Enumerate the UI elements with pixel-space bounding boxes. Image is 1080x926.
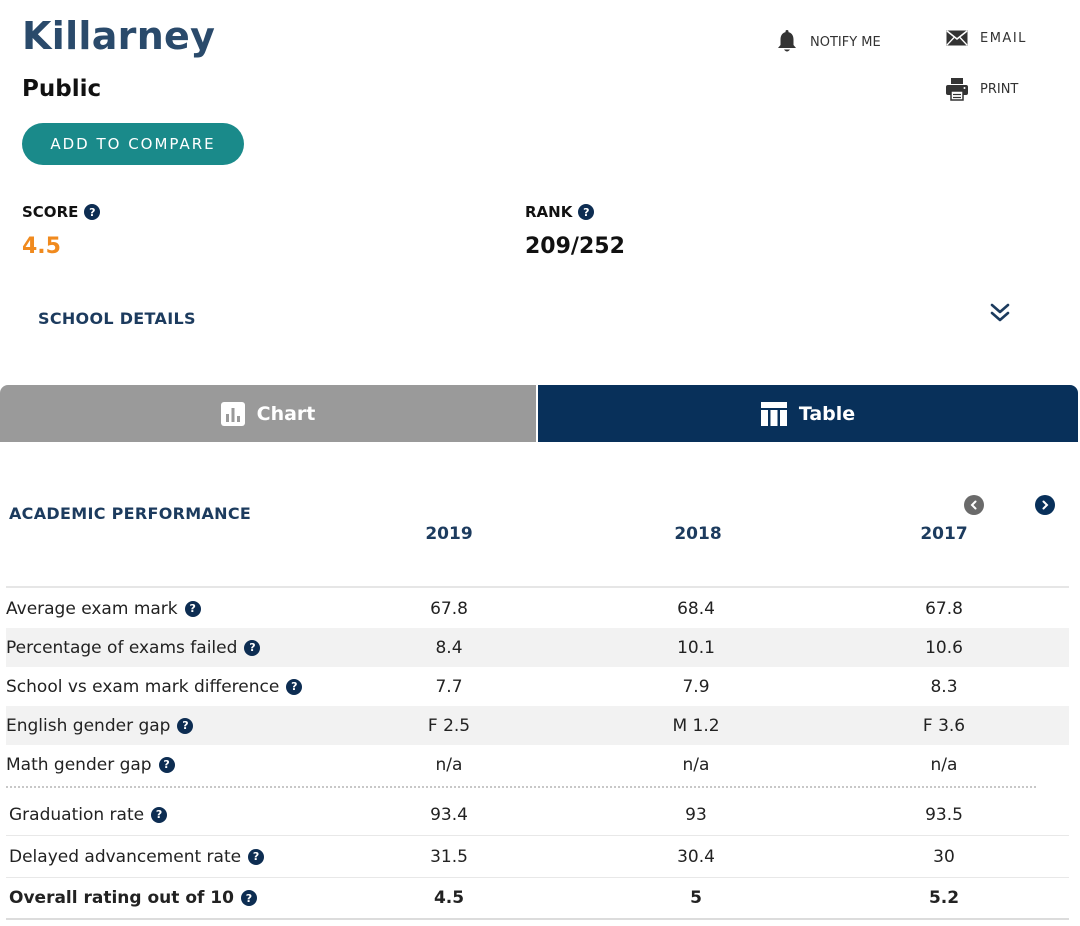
table-cell: 93.4 xyxy=(430,804,468,825)
table-cell: 93 xyxy=(685,804,707,825)
table-cell: n/a xyxy=(435,754,463,775)
table-cell: 7.7 xyxy=(435,676,463,697)
email-button[interactable]: EMAIL xyxy=(946,30,1027,46)
print-button[interactable]: PRINT xyxy=(946,77,1018,101)
row-label: Overall rating out of 10 xyxy=(9,888,234,908)
bar-chart-icon xyxy=(220,401,245,426)
help-icon[interactable]: ? xyxy=(151,806,168,823)
rank-label: RANK ? xyxy=(525,203,595,221)
row-label: Math gender gap xyxy=(6,754,152,775)
header-divider xyxy=(6,586,1069,588)
score-label: SCORE ? xyxy=(22,203,101,221)
section-divider xyxy=(6,786,1036,788)
view-tabs: Chart Table xyxy=(0,385,1078,442)
row-label: Delayed advancement rate xyxy=(9,846,242,867)
table-cell: F 2.5 xyxy=(427,715,471,736)
table-cell: 68.4 xyxy=(677,598,715,619)
table-cell: 93.5 xyxy=(925,804,963,825)
tab-table[interactable]: Table xyxy=(536,385,1078,442)
table-cell: 67.8 xyxy=(925,598,963,619)
chevron-right-icon xyxy=(1042,500,1049,510)
tab-chart[interactable]: Chart xyxy=(0,385,536,442)
help-icon[interactable]: ? xyxy=(248,848,265,865)
row-label: School vs exam mark difference xyxy=(6,676,280,697)
table-cell: 8.4 xyxy=(435,637,463,658)
table-row: Math gender gap? n/a n/a n/a xyxy=(6,745,1069,784)
table-row: Percentage of exams failed? 8.4 10.1 10.… xyxy=(6,628,1069,667)
school-type: Public xyxy=(22,76,102,102)
double-chevron-down-icon[interactable] xyxy=(988,301,1012,329)
school-name: Killarney xyxy=(22,14,216,58)
email-label: EMAIL xyxy=(980,30,1027,46)
help-icon[interactable]: ? xyxy=(578,204,595,220)
table-cell: 10.1 xyxy=(677,637,715,658)
help-icon[interactable]: ? xyxy=(84,204,101,220)
table-row: English gender gap? F 2.5 M 1.2 F 3.6 xyxy=(6,706,1069,745)
add-to-compare-button[interactable]: ADD TO COMPARE xyxy=(22,123,244,165)
table-icon xyxy=(760,401,787,426)
rank-label-text: RANK xyxy=(525,203,573,221)
row-label: Percentage of exams failed xyxy=(6,637,238,658)
bell-icon xyxy=(778,30,796,52)
table-cell: M 1.2 xyxy=(672,715,720,736)
help-icon[interactable]: ? xyxy=(184,600,201,617)
year-header: 2018 xyxy=(674,524,722,544)
table-row-overall: Overall rating out of 10? 4.5 5 5.2 xyxy=(6,878,1069,920)
row-label: Average exam mark xyxy=(6,598,178,619)
table-cell: n/a xyxy=(682,754,710,775)
section-title: ACADEMIC PERFORMANCE xyxy=(9,504,252,523)
next-years-button[interactable] xyxy=(1035,495,1055,515)
table-cell: F 3.6 xyxy=(922,715,966,736)
table-row: Graduation rate? 93.4 93 93.5 xyxy=(6,794,1069,836)
help-icon[interactable]: ? xyxy=(177,717,194,734)
table-cell: 31.5 xyxy=(430,846,468,867)
help-icon[interactable]: ? xyxy=(240,890,257,906)
table-cell: 5.2 xyxy=(928,888,960,908)
rank-value: 209/252 xyxy=(525,234,625,259)
previous-years-button[interactable] xyxy=(964,495,984,515)
notify-me-button[interactable]: NOTIFY ME xyxy=(776,30,881,54)
help-icon[interactable]: ? xyxy=(286,678,303,695)
tab-chart-label: Chart xyxy=(256,402,316,425)
tab-table-label: Table xyxy=(798,402,856,425)
table-cell: 10.6 xyxy=(925,637,963,658)
notify-me-label: NOTIFY ME xyxy=(810,34,881,50)
printer-icon xyxy=(946,78,968,101)
print-label: PRINT xyxy=(980,81,1019,97)
help-icon[interactable]: ? xyxy=(158,756,175,773)
year-header: 2019 xyxy=(425,524,473,544)
table-cell: 5 xyxy=(690,888,702,908)
table-cell: 30.4 xyxy=(677,846,715,867)
chevron-left-icon xyxy=(970,500,977,510)
school-details-toggle[interactable]: SCHOOL DETAILS xyxy=(38,309,196,328)
help-icon[interactable]: ? xyxy=(244,639,261,656)
table-row: Average exam mark? 67.8 68.4 67.8 xyxy=(6,589,1069,628)
table-cell: n/a xyxy=(930,754,958,775)
row-label: Graduation rate xyxy=(9,804,145,825)
table-cell: 8.3 xyxy=(930,676,958,697)
table-cell: 67.8 xyxy=(430,598,468,619)
envelope-icon xyxy=(946,30,968,46)
table-row: School vs exam mark difference? 7.7 7.9 … xyxy=(6,667,1069,706)
table-cell: 30 xyxy=(933,846,955,867)
score-value: 4.5 xyxy=(22,234,61,259)
year-header: 2017 xyxy=(920,524,968,544)
table-row: Delayed advancement rate? 31.5 30.4 30 xyxy=(6,836,1069,878)
table-cell: 4.5 xyxy=(433,888,465,908)
row-label: English gender gap xyxy=(6,715,171,736)
score-label-text: SCORE xyxy=(22,203,79,221)
table-cell: 7.9 xyxy=(682,676,710,697)
